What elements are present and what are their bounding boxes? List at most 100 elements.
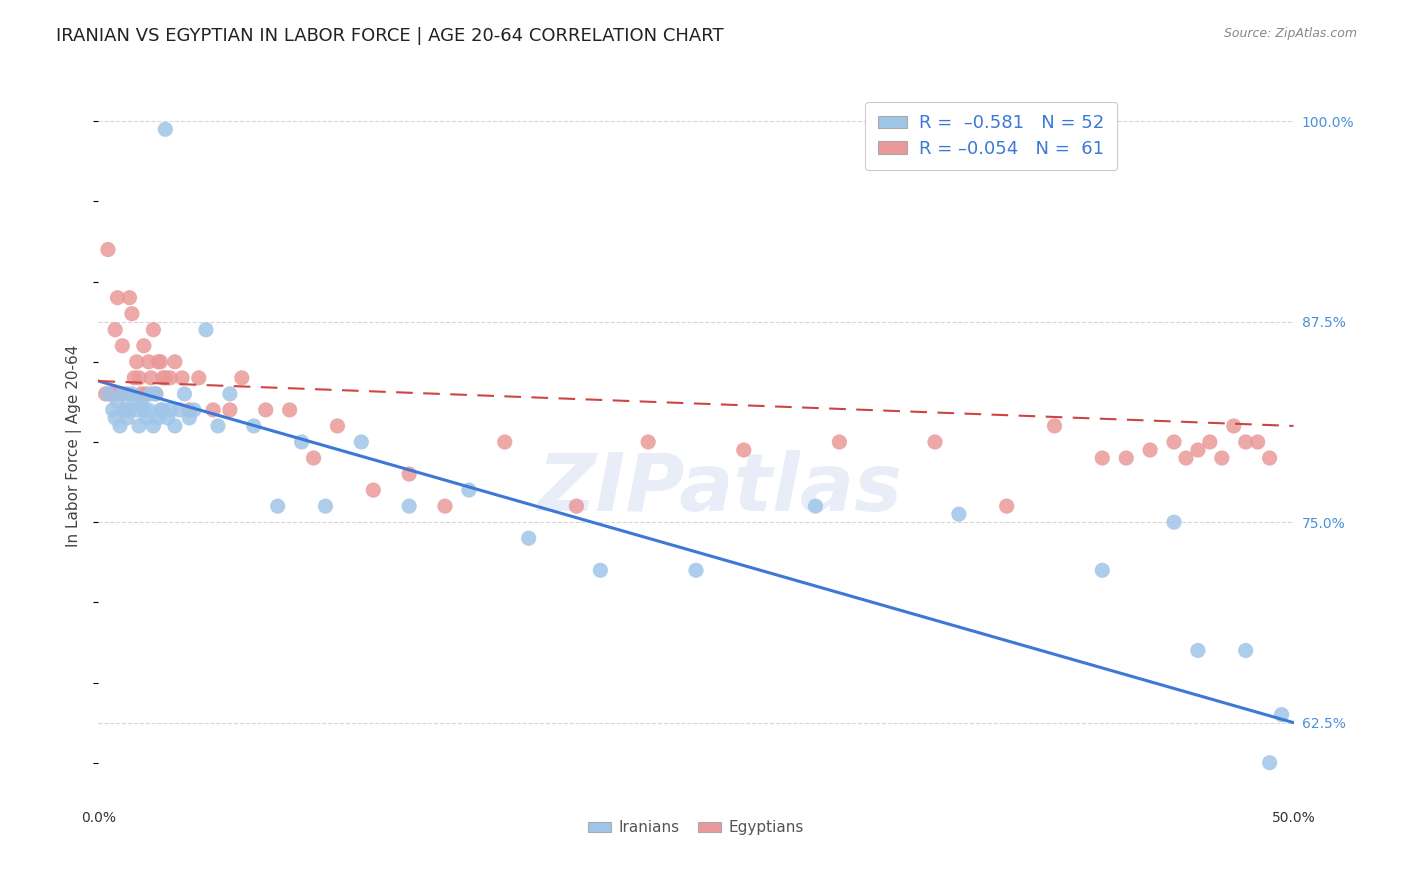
Point — [1187, 442, 1209, 457]
Point — [924, 435, 946, 450]
Point — [219, 403, 242, 417]
Point — [302, 450, 325, 465]
Point — [125, 403, 148, 417]
Point — [125, 355, 148, 369]
Point — [350, 435, 373, 450]
Point — [97, 387, 120, 401]
Point — [1187, 643, 1209, 657]
Point — [1175, 450, 1198, 465]
Point — [398, 467, 420, 481]
Point — [219, 387, 242, 401]
Point — [398, 499, 420, 513]
Point — [114, 403, 136, 417]
Point — [1223, 419, 1246, 434]
Point — [121, 387, 143, 401]
Point — [315, 499, 337, 513]
Point — [494, 435, 516, 450]
Point — [1163, 515, 1185, 529]
Point — [108, 387, 131, 401]
Point — [145, 387, 167, 401]
Point — [1258, 450, 1281, 465]
Point — [97, 243, 120, 257]
Point — [132, 339, 155, 353]
Point — [115, 411, 138, 425]
Point — [163, 419, 186, 434]
Point — [1211, 450, 1233, 465]
Point — [138, 355, 160, 369]
Point — [434, 499, 457, 513]
Point — [291, 435, 314, 450]
Point — [135, 411, 157, 425]
Text: Source: ZipAtlas.com: Source: ZipAtlas.com — [1223, 27, 1357, 40]
Point — [131, 395, 153, 409]
Point — [142, 419, 165, 434]
Point — [128, 419, 150, 434]
Point — [187, 371, 209, 385]
Point — [156, 411, 179, 425]
Point — [152, 371, 174, 385]
Point — [98, 387, 122, 401]
Point — [101, 387, 124, 401]
Point — [1234, 643, 1257, 657]
Point — [148, 355, 170, 369]
Point — [995, 499, 1018, 513]
Point — [183, 403, 205, 417]
Point — [1234, 435, 1257, 450]
Point — [163, 355, 186, 369]
Point — [733, 442, 755, 457]
Point — [207, 419, 229, 434]
Point — [458, 483, 481, 497]
Text: IRANIAN VS EGYPTIAN IN LABOR FORCE | AGE 20-64 CORRELATION CHART: IRANIAN VS EGYPTIAN IN LABOR FORCE | AGE… — [56, 27, 724, 45]
Point — [828, 435, 851, 450]
Point — [1115, 450, 1137, 465]
Point — [1271, 707, 1294, 722]
Point — [138, 403, 160, 417]
Point — [159, 403, 181, 417]
Point — [195, 323, 218, 337]
Point — [114, 403, 136, 417]
Point — [115, 387, 138, 401]
Point — [1139, 442, 1161, 457]
Legend: Iranians, Egyptians: Iranians, Egyptians — [582, 814, 810, 841]
Point — [1043, 419, 1066, 434]
Point — [326, 419, 349, 434]
Point — [1091, 563, 1114, 577]
Point — [565, 499, 588, 513]
Point — [108, 419, 131, 434]
Point — [139, 371, 162, 385]
Point — [152, 403, 174, 417]
Point — [104, 411, 127, 425]
Point — [128, 371, 150, 385]
Point — [159, 371, 181, 385]
Point — [145, 387, 167, 401]
Point — [1163, 435, 1185, 450]
Point — [589, 563, 612, 577]
Point — [118, 403, 141, 417]
Point — [121, 307, 143, 321]
Point — [124, 371, 146, 385]
Point — [135, 387, 157, 401]
Point — [363, 483, 385, 497]
Point — [111, 339, 134, 353]
Point — [637, 435, 659, 450]
Point — [231, 371, 253, 385]
Point — [118, 291, 141, 305]
Point — [172, 371, 194, 385]
Point — [948, 507, 970, 521]
Point — [155, 371, 177, 385]
Point — [1247, 435, 1270, 450]
Point — [179, 403, 201, 417]
Y-axis label: In Labor Force | Age 20-64: In Labor Force | Age 20-64 — [66, 345, 83, 547]
Point — [173, 387, 195, 401]
Point — [254, 403, 277, 417]
Point — [149, 355, 172, 369]
Point — [155, 122, 177, 136]
Point — [101, 403, 124, 417]
Point — [1258, 756, 1281, 770]
Point — [139, 387, 162, 401]
Point — [517, 531, 540, 545]
Point — [124, 395, 146, 409]
Point — [267, 499, 290, 513]
Point — [179, 411, 201, 425]
Point — [132, 403, 155, 417]
